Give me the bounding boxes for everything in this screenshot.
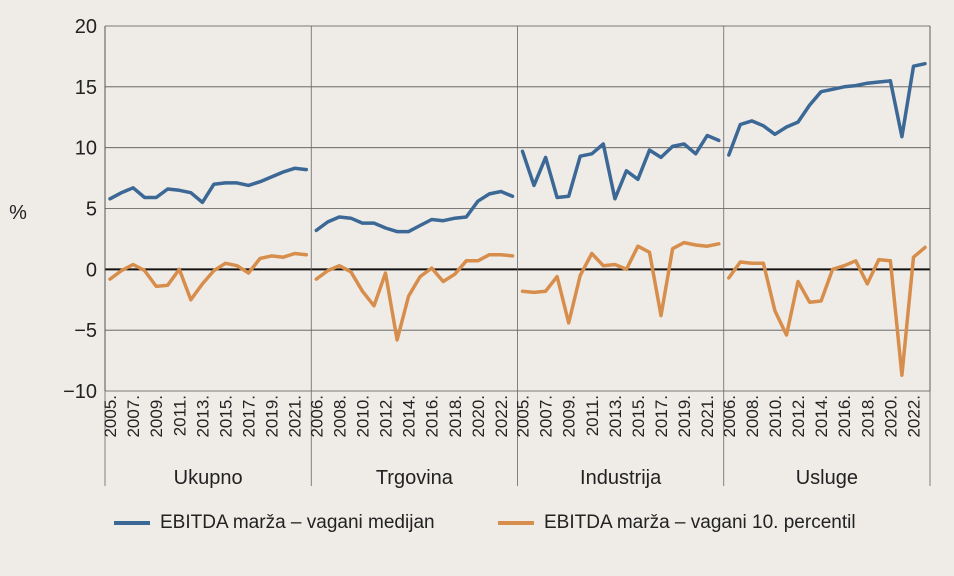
x-tick-label: 2012. (377, 395, 396, 438)
legend-item-median: EBITDA marža – vagani medijan (114, 512, 435, 534)
x-tick-label: 2009. (560, 395, 579, 438)
legend: EBITDA marža – vagani medijan EBITDA mar… (0, 512, 954, 548)
panel-labels: Ukupno Trgovina Industrija Usluge (174, 467, 858, 489)
legend-swatch-median (114, 521, 150, 525)
x-tick-label: 2021. (286, 395, 305, 438)
x-tick-label: 2007. (537, 395, 556, 438)
x-tick-label: 2012. (789, 395, 808, 438)
y-tick-label: 20 (75, 16, 97, 38)
x-tick-label: 2005. (101, 395, 120, 438)
x-tick-label: 2006. (720, 395, 739, 438)
x-tick-label: 2009. (147, 395, 166, 438)
series-group (108, 61, 927, 377)
x-tick-label: 2014. (812, 395, 831, 438)
x-tick-label: 2008. (743, 395, 762, 438)
x-tick-label: 2018. (858, 395, 877, 438)
series-line-percentile-usluge (727, 245, 927, 377)
y-tick-label: −5 (74, 320, 97, 342)
series-line-median-usluge (727, 61, 927, 157)
x-tick-label: 2015. (216, 395, 235, 438)
x-tick-label: 2013. (606, 395, 625, 438)
series-line-median-trgovina (314, 189, 515, 234)
x-tick-label: 2016. (423, 395, 442, 438)
x-tick-label: 2021. (698, 395, 717, 438)
y-tick-label: 0 (86, 259, 97, 281)
x-tick-label: 2018. (446, 395, 465, 438)
x-tick-label: 2022. (492, 395, 511, 438)
series-line-percentile-trgovina (314, 252, 515, 342)
series-line-percentile-industrija (520, 240, 721, 325)
x-tick-label: 2020. (881, 395, 900, 438)
x-tick-label: 2008. (330, 395, 349, 438)
y-tick-label: 5 (86, 199, 97, 221)
x-tick-label: 2019. (263, 395, 282, 438)
x-tick-label: 2013. (193, 395, 212, 438)
legend-item-percentile: EBITDA marža – vagani 10. percentil (498, 512, 856, 534)
panel-label: Usluge (796, 467, 858, 489)
y-tick-label: 10 (75, 138, 97, 160)
panel-label: Trgovina (376, 467, 454, 489)
x-tick-label: 2017. (240, 395, 259, 438)
x-tick-label: 2019. (675, 395, 694, 438)
x-tick-label: 2010. (353, 395, 372, 438)
x-tick-label: 2020. (469, 395, 488, 438)
x-axis: 2005. 2007. 2009. 2011. 2013. 2015. 2017. 2019.… (101, 395, 924, 438)
legend-label-median: EBITDA marža – vagani medijan (160, 512, 435, 533)
legend-swatch-percentile (498, 521, 534, 525)
x-tick-label: 2017. (652, 395, 671, 438)
x-tick-label: 2011. (170, 395, 189, 436)
x-tick-label: 2014. (400, 395, 419, 438)
series-line-median-industrija (520, 133, 721, 201)
y-axis: −10 −5 0 5 10 15 20 (63, 16, 931, 403)
x-tick-label: 2006. (307, 395, 326, 438)
x-tick-label: 2005. (514, 395, 533, 438)
x-tick-label: 2016. (835, 395, 854, 438)
x-tick-label: 2022. (905, 395, 924, 438)
panel-label: Ukupno (174, 467, 243, 489)
x-tick-label: 2010. (766, 395, 785, 438)
y-tick-label: 15 (75, 77, 97, 99)
y-tick-label: −10 (63, 381, 97, 403)
x-tick-label: 2015. (629, 395, 648, 438)
series-line-percentile-ukupno (108, 251, 309, 302)
y-axis-label: % (9, 202, 27, 224)
series-line-median-ukupno (108, 166, 309, 205)
legend-label-percentile: EBITDA marža – vagani 10. percentil (544, 512, 856, 533)
x-tick-label: 2007. (124, 395, 143, 438)
x-tick-label: 2011. (583, 395, 602, 436)
panel-label: Industrija (580, 467, 662, 489)
